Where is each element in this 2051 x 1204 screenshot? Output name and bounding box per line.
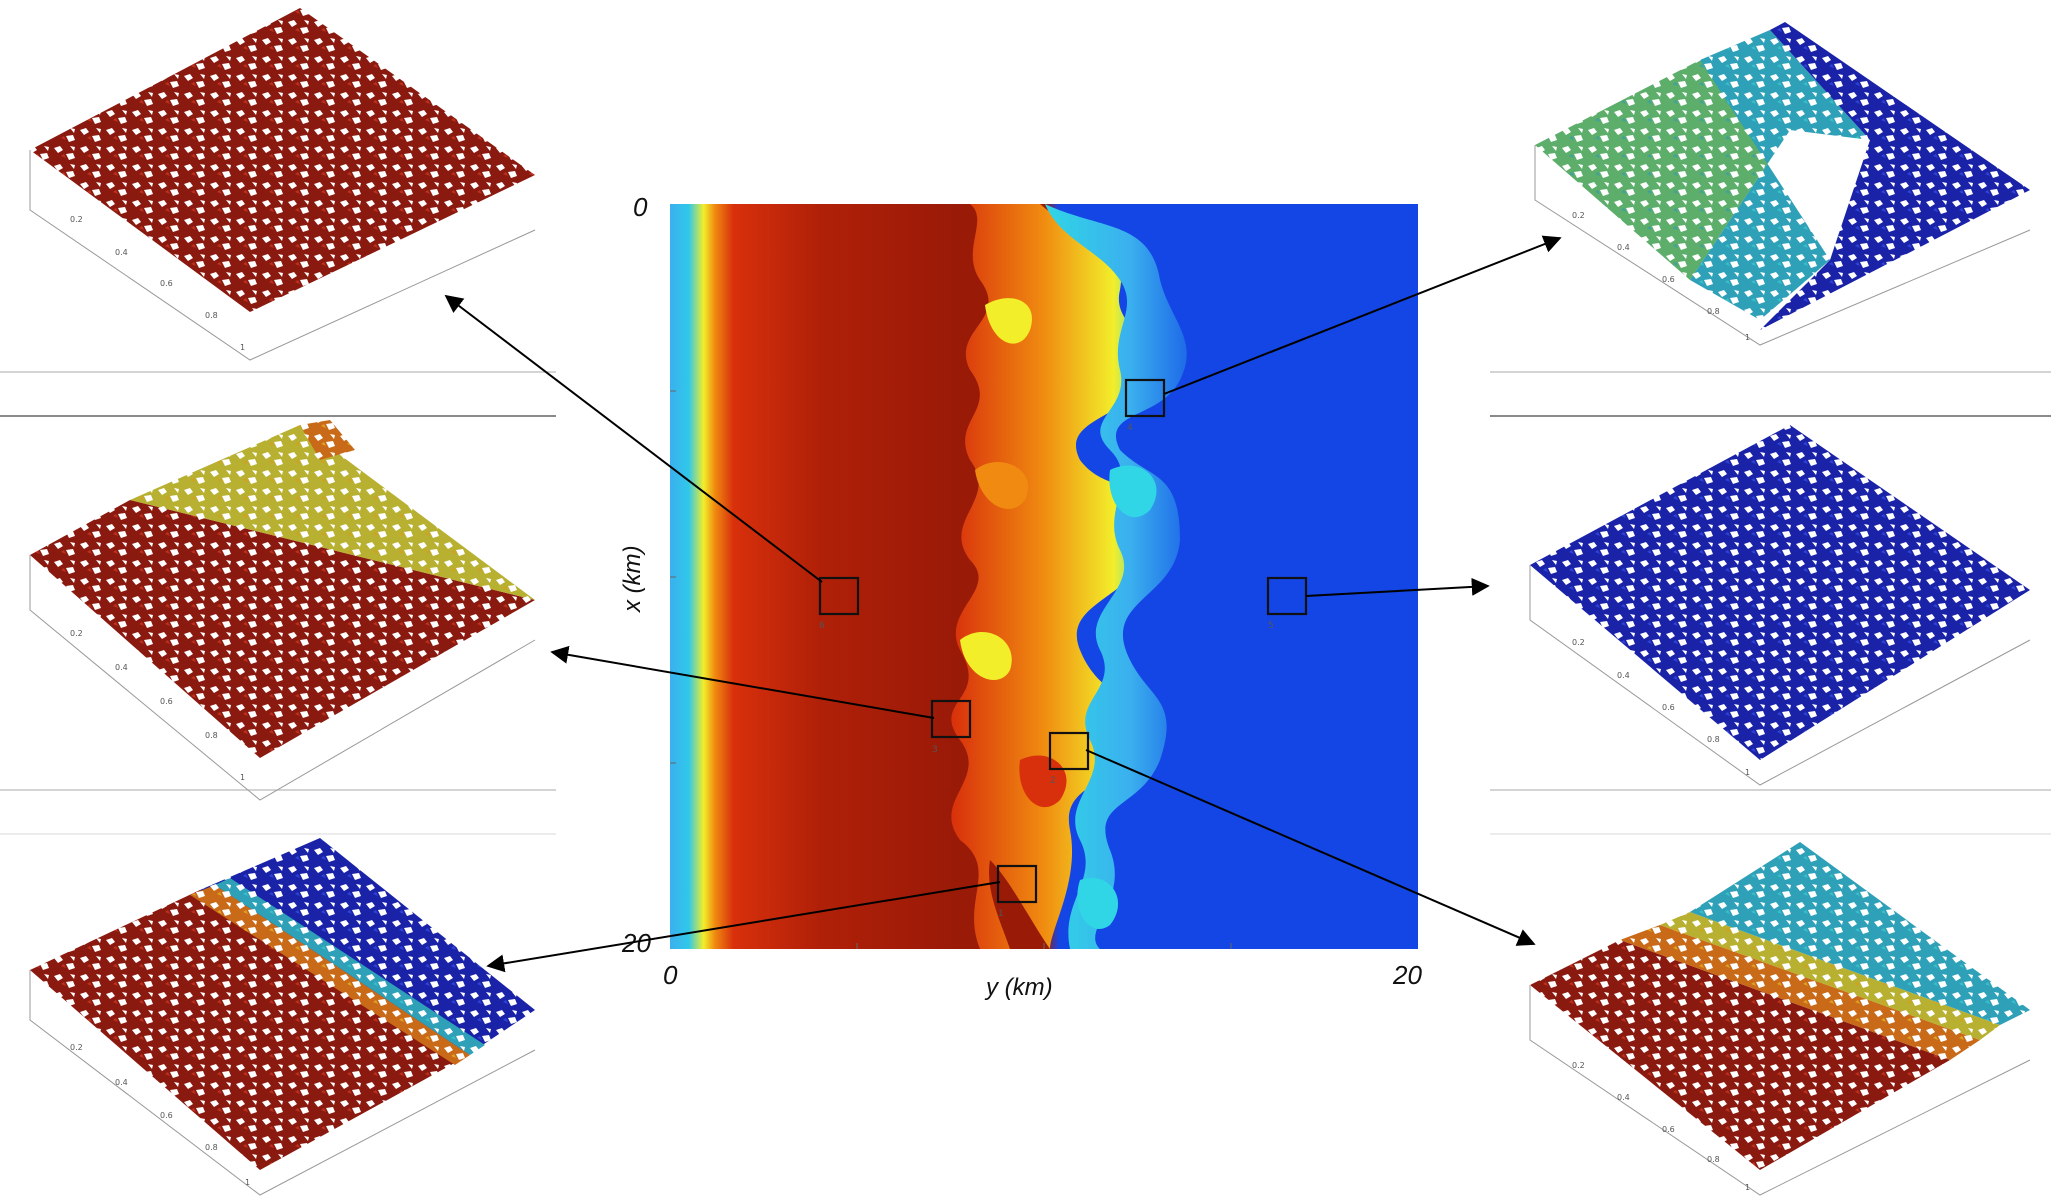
sample-box-label: 4 [1127,423,1133,433]
svg-text:0.8: 0.8 [205,731,218,740]
map-mixing-front [951,204,1187,949]
svg-text:0.2: 0.2 [70,215,83,224]
sample-box-1[interactable] [996,864,1038,904]
svg-text:0.4: 0.4 [1617,1093,1630,1102]
panel-top-right: 0.2 0.4 0.6 0.8 1 [1534,22,2031,346]
svg-text:0.6: 0.6 [160,279,173,288]
svg-text:1: 1 [245,1178,250,1187]
x-axis-top-label: 0 [633,192,648,222]
panel-surface-orange [1620,925,1980,1060]
svg-text:0.6: 0.6 [1662,1125,1675,1134]
svg-text:0.6: 0.6 [1662,703,1675,712]
svg-text:0.4: 0.4 [115,248,128,257]
sample-box-3[interactable] [930,699,972,739]
sample-box-label: 6 [819,621,825,631]
sample-box-label: 2 [1050,776,1056,786]
svg-text:0.8: 0.8 [1707,735,1720,744]
arrow-box2-to-bottom-right [1085,749,1536,946]
panel-surface-red [30,500,535,758]
panel-bottom-right: 0.2 0.4 0.6 0.8 1 [1529,842,2031,1196]
y-axis-right-label: 20 [1392,960,1422,990]
panel-surface-green [1535,60,1790,280]
svg-text:0.4: 0.4 [1617,243,1630,252]
sample-box-label: 3 [932,745,938,755]
svg-text:1: 1 [1745,1183,1750,1192]
svg-text:0.2: 0.2 [1572,211,1585,220]
svg-text:0.8: 0.8 [1707,1155,1720,1164]
arrow-box4-to-top-right [1163,235,1562,395]
svg-text:0.6: 0.6 [1662,275,1675,284]
panel-top-left: 0.2 0.4 0.6 0.8 1 [29,8,536,361]
svg-text:0.6: 0.6 [160,697,173,706]
svg-text:1: 1 [240,773,245,782]
panel-middle-right: 0.2 0.4 0.6 0.8 1 [1529,425,2031,786]
svg-text:0.2: 0.2 [1572,1061,1585,1070]
panel-surface-cyan [1690,842,2030,1025]
panel-surface [1530,425,2030,760]
panel-surface-cyan [1690,30,1870,320]
panel-surface-blue [200,838,535,1060]
y-axis-title: y (km) [984,974,1053,1001]
arrow-box3-to-middle-left [550,645,935,719]
sample-box-label: 1 [998,909,1004,919]
panel-tick-labels: 0.2 0.4 0.6 0.8 1 [70,629,245,782]
svg-text:0.2: 0.2 [70,629,83,638]
x-axis-title: x (km) [619,545,646,613]
svg-text:1: 1 [1745,768,1750,777]
panel-tick-labels: 0.2 0.4 0.6 0.8 1 [70,215,245,352]
panel-surface [30,8,535,312]
arrow-box6-to-top-left [444,294,823,583]
panel-tick-labels: 0.2 0.4 0.6 0.8 1 [1572,1061,1750,1192]
svg-text:0.2: 0.2 [70,1043,83,1052]
connector-arrows [444,235,1562,973]
map-tick-marks [670,390,1232,949]
svg-text:0.6: 0.6 [160,1111,173,1120]
svg-text:0.4: 0.4 [115,1078,128,1087]
svg-text:0.8: 0.8 [205,311,218,320]
panel-surface-red [1530,940,1950,1170]
panel-bottom-left: 0.2 0.4 0.6 0.8 1 [29,838,536,1196]
sample-box-4[interactable] [1124,378,1166,418]
svg-text:0.2: 0.2 [1572,638,1585,647]
svg-text:1: 1 [240,343,245,352]
sample-box-labels: 6 4 5 3 2 1 [819,423,1274,919]
svg-text:0.8: 0.8 [205,1143,218,1152]
panel-surface-red [30,890,460,1170]
panel-surface-yellow [130,425,535,600]
panel-tick-labels: 0.2 0.4 0.6 0.8 1 [70,1043,250,1187]
map-axis-labels: 0 20 x (km) 0 20 y (km) [619,192,1422,1001]
panel-surface-blue [1760,22,2030,330]
panel-tick-labels: 0.2 0.4 0.6 0.8 1 [1572,638,1750,777]
panel-middle-left: 0.2 0.4 0.6 0.8 1 [29,420,536,801]
sample-box-label: 5 [1268,621,1274,631]
svg-text:0.4: 0.4 [1617,671,1630,680]
svg-text:0.8: 0.8 [1707,307,1720,316]
svg-text:1: 1 [1745,333,1750,342]
central-map: 6 4 5 3 2 1 [670,204,1418,949]
sample-box-6[interactable] [818,576,860,616]
arrow-box1-to-bottom-left [486,881,1001,973]
panel-tick-labels: 0.2 0.4 0.6 0.8 1 [1572,211,1750,342]
svg-text:0.4: 0.4 [115,663,128,672]
panel-surface-yellow [1660,912,2000,1040]
arrow-box5-to-middle-right [1305,577,1490,597]
y-axis-left-label: 0 [663,960,678,990]
